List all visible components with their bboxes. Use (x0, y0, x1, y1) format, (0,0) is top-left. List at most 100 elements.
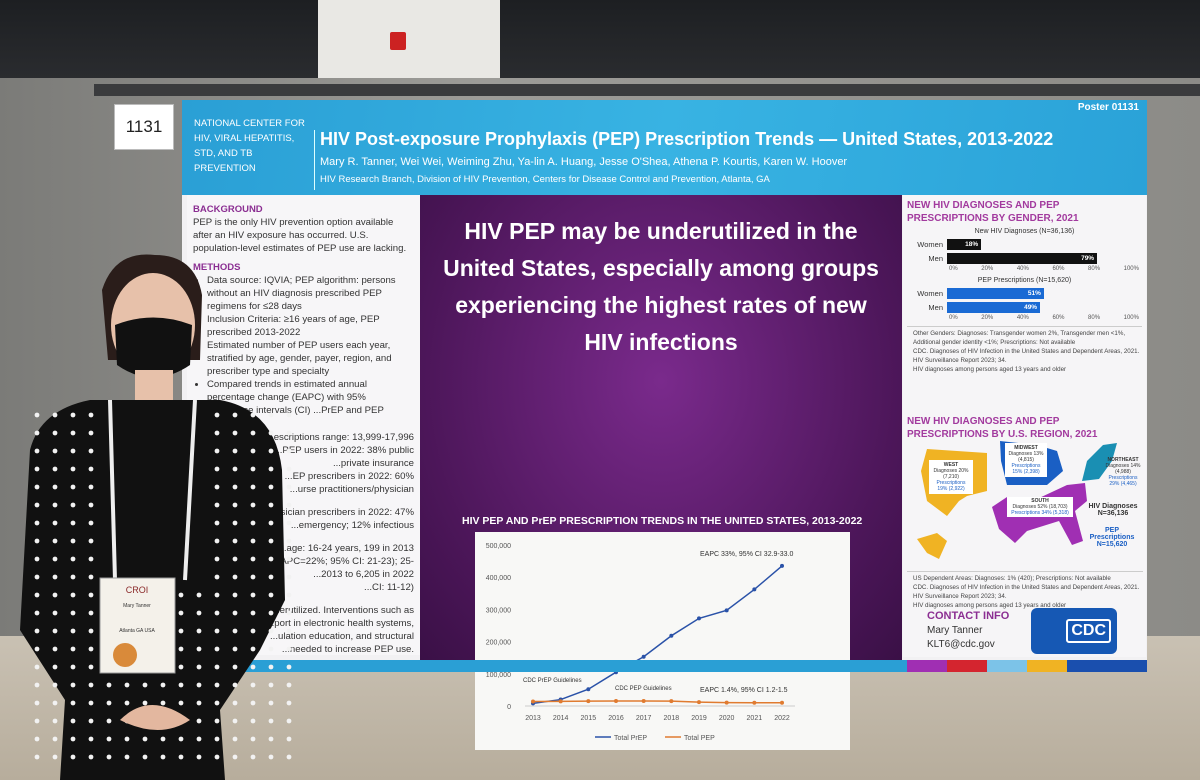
tick: 0% (949, 315, 958, 321)
dot (286, 646, 292, 652)
dot (34, 736, 40, 742)
dot (268, 574, 274, 580)
results-line: ...2013 to 6,205 in 2022 (313, 569, 414, 580)
dot (52, 610, 58, 616)
region-name: MIDWEST (1014, 445, 1038, 451)
results-line: ...CI: 11-12) (364, 582, 414, 593)
x-tick-label: 2022 (774, 715, 790, 722)
poster-number: Poster 01131 (1077, 102, 1139, 113)
background-text: PEP is the only HIV prevention option av… (193, 217, 407, 254)
dot (286, 664, 292, 670)
dot (124, 682, 130, 688)
y-tick-label: 200,000 (486, 640, 511, 647)
methods-item: Compared trends in estimated annual perc… (207, 378, 414, 417)
dot (250, 628, 256, 634)
dot (286, 484, 292, 490)
dot (268, 646, 274, 652)
color-bar-segment (987, 660, 1027, 672)
poster: NATIONAL CENTER FOR HIV, VIRAL HEPATITIS… (182, 100, 1147, 750)
dot (232, 592, 238, 598)
dot (52, 754, 58, 760)
person: CROI Mary Tanner Atlanta GA USA (20, 254, 292, 780)
results-line: ...ulation education, and structural (270, 631, 414, 642)
data-point (669, 633, 674, 638)
bar-row: Men 49% (907, 301, 1142, 313)
dot (70, 484, 76, 490)
dot (232, 754, 238, 760)
dot (34, 700, 40, 706)
results-line: ...sician prescribers in 2022: 47% (272, 507, 414, 518)
booth-number: 1131 (114, 104, 174, 150)
dot (232, 556, 238, 562)
total-prescriptions: PEP Prescriptions N=15,620 (1089, 527, 1135, 548)
dot (178, 700, 184, 706)
badge-name: Mary Tanner (123, 603, 151, 609)
dot (232, 412, 238, 418)
results-line: ...erutilized. Interventions such as (271, 605, 414, 616)
dot (88, 718, 94, 724)
dot (70, 592, 76, 598)
west-label: WEST Diagnoses 20% (7,210) Prescriptions 1… (929, 460, 973, 494)
dot (52, 556, 58, 562)
dot (268, 466, 274, 472)
results-line: ...urse practitioners/physician (289, 484, 414, 495)
dot (232, 718, 238, 724)
note: HIV diagnoses among persons aged 13 year… (913, 366, 1067, 373)
dot (250, 664, 256, 670)
dot (160, 700, 166, 706)
dot (88, 592, 94, 598)
dot (268, 610, 274, 616)
dot (232, 538, 238, 544)
y-tick-label: 400,000 (486, 575, 511, 582)
chart-title: HIV PEP AND PrEP PRESCRIPTION TRENDS IN … (462, 515, 863, 527)
data-point (641, 699, 646, 704)
dot (268, 754, 274, 760)
dot (232, 574, 238, 580)
dot (70, 466, 76, 472)
dot (88, 754, 94, 760)
bar: 49% (947, 301, 1041, 313)
dot (268, 520, 274, 526)
org-name: NATIONAL CENTER FOR HIV, VIRAL HEPATITIS… (194, 118, 305, 174)
dot (214, 700, 220, 706)
region-section: NEW HIV DIAGNOSES AND PEP PRESCRIPTIONS … (907, 415, 1143, 610)
data-point (724, 700, 729, 705)
dot (250, 466, 256, 472)
annotation: EAPC 1.4%, 95% CI 1.2-1.5 (700, 687, 788, 694)
tick: 40% (1016, 266, 1029, 272)
data-point (614, 699, 618, 704)
dot (34, 430, 40, 436)
dot (178, 664, 184, 670)
pep-bars: Women 51% Men 49% (907, 287, 1142, 313)
dot (34, 520, 40, 526)
dot (214, 610, 220, 616)
region-diag: Diagnoses 13% (4,815) (1008, 451, 1044, 463)
data-point (558, 699, 563, 704)
dot (250, 592, 256, 598)
dot (142, 754, 148, 760)
bar-label: Women (917, 239, 943, 249)
right-column: NEW HIV DIAGNOSES AND PEP PRESCRIPTIONS … (903, 195, 1146, 657)
dot (214, 718, 220, 724)
map-alaska (917, 533, 947, 559)
contact-email: KLT6@cdc.gov (927, 639, 995, 650)
map-northeast (1082, 443, 1117, 481)
dot (178, 736, 184, 742)
dot (70, 664, 76, 670)
dot (250, 556, 256, 562)
dot (34, 646, 40, 652)
dot (268, 484, 274, 490)
dot (232, 628, 238, 634)
dot (88, 646, 94, 652)
dot (88, 700, 94, 706)
methods-item: Estimated number of PEP users each year,… (207, 339, 414, 378)
chart-svg: 0 100,000 200,000 300,000 400,000 500,000 2013… (486, 543, 795, 742)
dot (70, 610, 76, 616)
region-diag: Diagnoses 20% (7,210) (933, 468, 969, 480)
dot (88, 628, 94, 634)
dot (34, 754, 40, 760)
dot (34, 682, 40, 688)
series-line (532, 565, 783, 705)
tick: 60% (1052, 315, 1065, 321)
region-heading: NEW HIV DIAGNOSES AND PEP PRESCRIPTIONS … (907, 416, 1098, 440)
